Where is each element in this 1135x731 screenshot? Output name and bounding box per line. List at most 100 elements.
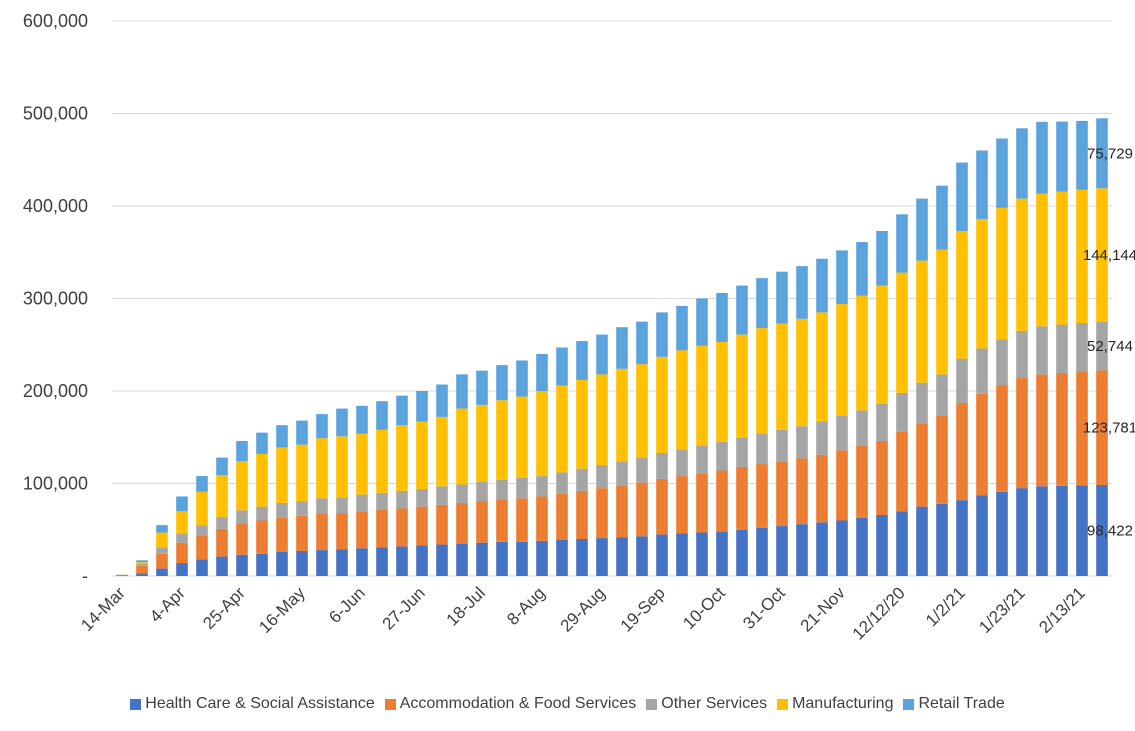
bar-segment xyxy=(416,421,428,490)
bar-segment xyxy=(556,539,568,576)
legend-item: Other Services xyxy=(646,695,767,713)
bar-segment xyxy=(396,395,408,426)
bar-segment xyxy=(156,568,168,576)
bar-segment xyxy=(576,490,588,539)
y-tick-label: 300,000 xyxy=(23,289,88,309)
bar-segment xyxy=(216,516,228,529)
bar-segment xyxy=(716,441,728,471)
bar-segment xyxy=(596,465,608,489)
bar-segment xyxy=(216,556,228,576)
bar-segment xyxy=(676,476,688,534)
bar-segment xyxy=(1036,326,1048,375)
bar-segment xyxy=(776,526,788,576)
bar-segment xyxy=(816,454,828,523)
bar-segment xyxy=(776,323,788,430)
bar-segment xyxy=(336,436,348,498)
bar-segment xyxy=(236,461,248,511)
bar-segment xyxy=(176,563,188,576)
bar-segment xyxy=(816,312,828,422)
bar-segment xyxy=(956,358,968,404)
bar-segment xyxy=(556,347,568,386)
bar-segment xyxy=(476,370,488,405)
bar-segment xyxy=(1096,188,1108,322)
bar-segment xyxy=(956,500,968,576)
bar-segment xyxy=(1076,485,1088,576)
y-tick-label: 600,000 xyxy=(23,11,88,31)
bar-segment xyxy=(976,393,988,496)
bar-segment xyxy=(296,444,308,502)
x-tick-label: 1/2/21 xyxy=(922,583,969,630)
bar-segment xyxy=(836,520,848,576)
bar-segment xyxy=(276,425,288,448)
bar-segment xyxy=(576,379,588,469)
bar-segment xyxy=(756,527,768,576)
bar-segment xyxy=(256,506,268,521)
bar-segment xyxy=(656,478,668,535)
chart-legend: Health Care & Social Assistance Accommoda… xyxy=(0,695,1135,713)
bar-segment xyxy=(456,374,468,409)
bar-segment xyxy=(1056,324,1068,373)
bar-segment xyxy=(156,553,168,569)
bar-segment xyxy=(476,404,488,482)
bar-segment xyxy=(696,345,708,446)
bar-segment xyxy=(876,230,888,286)
bar-segment xyxy=(1036,374,1048,487)
bar-segment xyxy=(256,520,268,554)
bar-segment xyxy=(556,493,568,540)
x-tick-label: 4-Apr xyxy=(146,583,189,626)
bar-segment xyxy=(936,503,948,576)
bar-segment xyxy=(296,501,308,516)
bar-segment xyxy=(236,554,248,576)
bar-segment xyxy=(176,533,188,543)
bar-segment xyxy=(696,445,708,474)
bar-segment xyxy=(736,529,748,576)
bar-segment xyxy=(556,385,568,473)
bar-segment xyxy=(236,523,248,555)
bar-segment xyxy=(376,429,388,493)
bar-segment xyxy=(996,138,1008,208)
bar-segment xyxy=(396,490,408,509)
bar-segment xyxy=(996,339,1008,386)
bar-segment xyxy=(716,531,728,576)
legend-item: Accommodation & Food Services xyxy=(384,695,636,713)
bar-segment xyxy=(516,477,528,499)
x-tick-label: 27-Jun xyxy=(379,583,429,633)
bar-segment xyxy=(736,466,748,530)
bar-segment xyxy=(316,550,328,576)
bar-segment xyxy=(916,382,928,424)
bar-segment xyxy=(336,497,348,514)
stacked-bar-chart: - 100,000 200,000 300,000 400,000 500,000 600,… xyxy=(23,11,1135,644)
bar-segment xyxy=(1096,370,1108,485)
bar-segment xyxy=(796,266,808,319)
bar-segment xyxy=(896,511,908,576)
bar-segment xyxy=(316,438,328,499)
bar-segment xyxy=(536,354,548,391)
bar-segment xyxy=(536,496,548,541)
bar-segment xyxy=(436,416,448,487)
bar-segment xyxy=(536,391,548,477)
bar-segment xyxy=(916,198,928,261)
bar-segment xyxy=(316,498,328,515)
bar-segment xyxy=(376,547,388,576)
bar-segment xyxy=(176,496,188,512)
data-label: 98,422 xyxy=(1087,522,1133,539)
bar-segment xyxy=(1076,189,1088,324)
bar-segment xyxy=(216,457,228,476)
bar-segment xyxy=(296,420,308,445)
bar-segment xyxy=(136,560,148,563)
bar-segment xyxy=(936,415,948,504)
bar-segment xyxy=(136,573,148,576)
bar-segment xyxy=(376,492,388,510)
bar-segment xyxy=(496,541,508,576)
bar-segment xyxy=(456,408,468,485)
bar-segment xyxy=(416,489,428,507)
bar-segment xyxy=(936,249,948,375)
bar-segment xyxy=(296,551,308,576)
bar-segment xyxy=(1016,330,1028,379)
bar-segment xyxy=(696,532,708,576)
bar-segment xyxy=(876,285,888,404)
bar-segment xyxy=(716,470,728,532)
bar-segment xyxy=(1036,121,1048,194)
bar-segment xyxy=(296,515,308,552)
bar-segment xyxy=(336,549,348,576)
